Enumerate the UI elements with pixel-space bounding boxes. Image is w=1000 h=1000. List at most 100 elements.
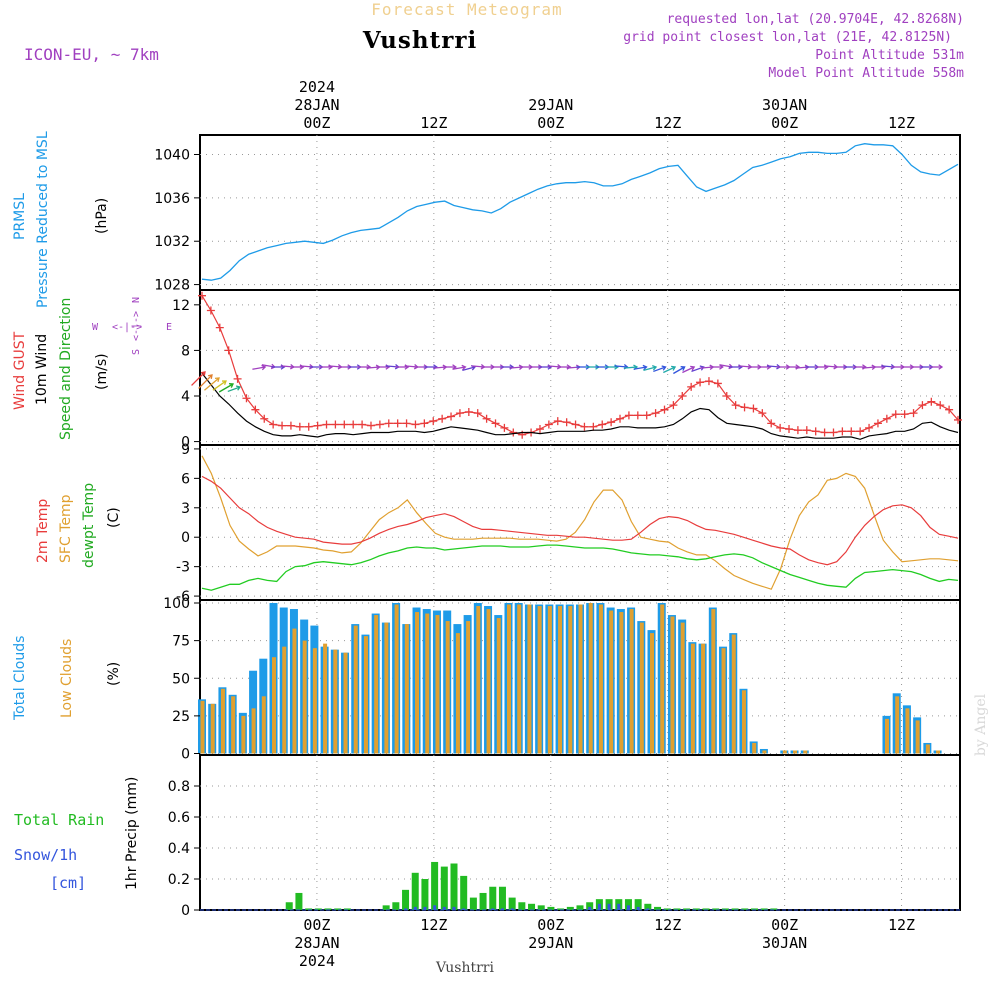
gust-point [865, 423, 874, 432]
temperature-ytick-label: 3 [181, 501, 190, 517]
gust-point [678, 391, 687, 400]
snow-bar [646, 908, 650, 910]
low-cloud-bar [292, 628, 297, 754]
footer-location: Vushtrri [435, 960, 494, 976]
top-time-label-0: 00Z [303, 114, 330, 132]
low-cloud-bar [741, 690, 746, 754]
low-cloud-bar [782, 750, 787, 754]
snow-bar [636, 906, 640, 910]
precip-unit: 1hr Precip (mm) [124, 777, 140, 890]
gust-point [607, 418, 616, 427]
gust-point [349, 420, 358, 429]
pressure-ytick-label: 1040 [154, 148, 190, 164]
low-cloud-bar [435, 615, 440, 754]
gust-point [544, 420, 553, 429]
gust-point [722, 391, 731, 400]
gust-point [696, 378, 705, 387]
gust-point [242, 394, 251, 403]
compass-rose: W <-|-> E N <-|-> S [92, 297, 172, 355]
low-cloud-bar [936, 750, 941, 754]
wind-arrow [614, 365, 628, 368]
wind-arrow [204, 377, 220, 391]
location-title: Vushtrri [362, 27, 477, 54]
bottom-date-label-0: 28JAN [294, 934, 339, 952]
requested-coords: requested lon,lat (20.9704E, 42.8268N) [667, 12, 964, 27]
pressure-ytick-label: 1036 [154, 191, 190, 207]
clouds-ytick-label: 0 [181, 746, 190, 762]
gust-point [429, 417, 438, 426]
top-time-label-2: 00Z [537, 114, 564, 132]
temperature-ytick-label: 0 [181, 530, 190, 546]
gust-point [954, 415, 962, 424]
snow-bar [500, 908, 504, 910]
low-cloud-bar [261, 696, 266, 754]
gust-point [927, 397, 936, 406]
gust-point [918, 401, 927, 410]
gust-point [269, 420, 278, 429]
pressure-ytick-label: 1032 [154, 234, 190, 250]
gust-point [393, 419, 402, 428]
gust-point [420, 419, 429, 428]
top-time-label-5: 12Z [888, 114, 915, 132]
clouds-ytick-label: 100 [163, 596, 190, 612]
temperature-ytick-label: 9 [181, 442, 190, 458]
gust-point [793, 426, 802, 435]
gust-point [491, 419, 500, 428]
low-cloud-bar [752, 742, 757, 754]
gust-point [304, 422, 313, 431]
wind-titles: Wind GUST 10m Wind Speed and Direction (… [12, 297, 172, 440]
gust-point [251, 405, 260, 414]
low-cloud-bar [466, 621, 471, 754]
precip-ytick-label: 0.2 [168, 872, 190, 888]
rain-bar [557, 908, 565, 910]
gust-point [411, 420, 420, 429]
gust-point [366, 421, 375, 430]
gust-label: Wind GUST [12, 331, 28, 410]
wind-arrow-head [207, 374, 213, 380]
rain-bar [712, 908, 720, 910]
gust-point [482, 414, 491, 423]
precip-panel [199, 754, 961, 911]
compass-e: E [166, 322, 172, 333]
gust-point [740, 403, 749, 412]
gust-point [749, 404, 758, 413]
gust-point [758, 409, 767, 418]
wind-ytick-label: 8 [181, 343, 190, 359]
gust-point [731, 401, 740, 410]
gust-point [856, 427, 865, 436]
low-cloud-bar [312, 648, 317, 754]
low-clouds-label: Low Clouds [59, 639, 75, 718]
gust-point [909, 409, 918, 418]
low-cloud-bar [210, 703, 215, 754]
low-cloud-bar [568, 606, 573, 754]
gust-point [704, 377, 713, 386]
gust-point [438, 414, 447, 423]
gust-point [642, 411, 651, 420]
wind-arrow-head [642, 364, 648, 371]
gust-point [278, 421, 287, 430]
rain-bar [334, 908, 342, 910]
low-cloud-bar [547, 606, 552, 754]
gust-point [936, 401, 945, 410]
low-cloud-bar [915, 720, 920, 754]
temp2m-line [201, 475, 959, 566]
low-cloud-bar [711, 609, 716, 754]
low-cloud-bar [670, 616, 675, 754]
wind-arrow [191, 371, 206, 386]
clouds-unit: (%) [106, 662, 122, 686]
gust-point [580, 422, 589, 431]
rain-bar [634, 899, 642, 910]
low-cloud-bar [701, 643, 706, 754]
clouds-ytick-label: 50 [172, 671, 190, 687]
pressure-line [201, 143, 959, 281]
low-cloud-bar [588, 603, 593, 754]
grid-point-coords: grid point closest lon,lat (21E, 42.8125… [623, 30, 952, 45]
dewpt-label: dewpt Temp [81, 483, 97, 568]
rain-bar [324, 908, 332, 910]
sfc-temp-label: SFC Temp [58, 494, 74, 563]
low-cloud-bar [506, 604, 511, 754]
watermark: by Angel [973, 693, 989, 756]
low-cloud-bar [578, 604, 583, 754]
low-cloud-bar [282, 646, 287, 754]
gust-point [624, 411, 633, 420]
